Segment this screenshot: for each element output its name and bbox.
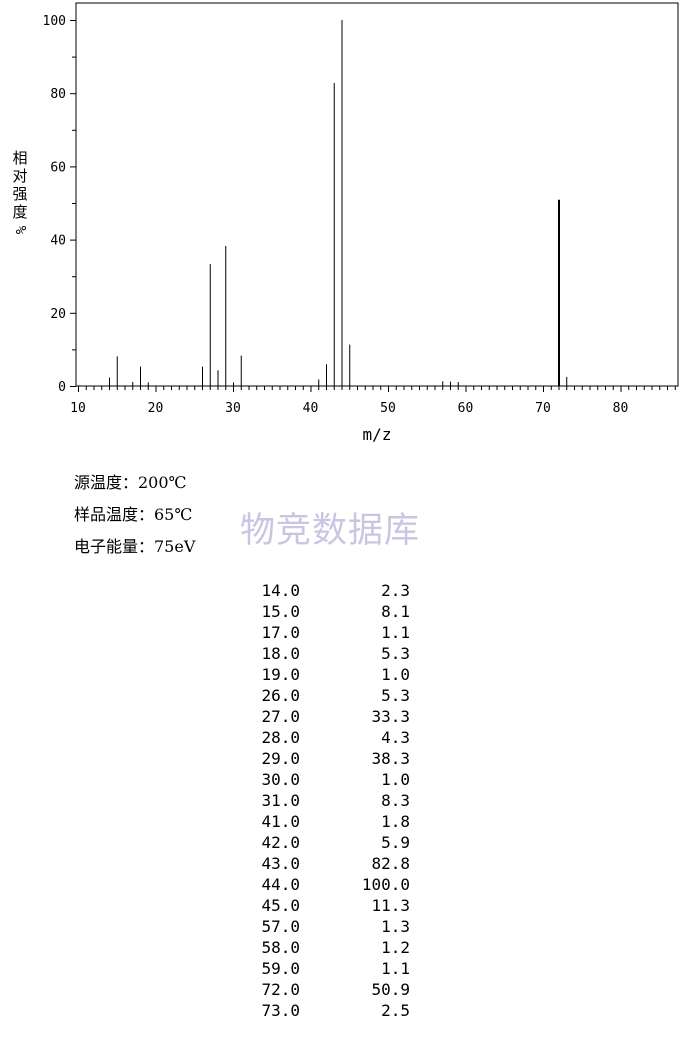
y-tick-label: 100 <box>43 14 66 29</box>
mz-cell: 45.0 <box>261 896 300 915</box>
mz-cell: 17.0 <box>261 623 300 642</box>
table-row: 31.0 8.3 <box>242 790 410 811</box>
x-tick-label: 80 <box>613 401 629 416</box>
table-row: 27.0 33.3 <box>242 706 410 727</box>
watermark: 物竞数据库 <box>240 511 421 551</box>
y-tick-label: 60 <box>50 160 66 175</box>
mz-cell: 72.0 <box>261 980 300 999</box>
table-row: 18.0 5.3 <box>242 643 410 664</box>
table-row: 72.0 50.9 <box>242 979 410 1000</box>
source-temperature: 源温度：200℃ <box>74 473 187 492</box>
abundance-cell: 2.5 <box>381 1001 410 1020</box>
y-axis-unit: % <box>12 226 28 235</box>
table-row: 59.0 1.1 <box>242 958 410 979</box>
table-row: 26.0 5.3 <box>242 685 410 706</box>
sample-temperature: 样品温度：65℃ <box>74 505 193 524</box>
x-tick-label: 50 <box>380 401 396 416</box>
mz-cell: 14.0 <box>261 581 300 600</box>
x-axis-label: m/z <box>363 425 392 444</box>
table-row: 28.0 4.3 <box>242 727 410 748</box>
mz-cell: 29.0 <box>261 749 300 768</box>
abundance-cell: 33.3 <box>371 707 410 726</box>
mz-cell: 19.0 <box>261 665 300 684</box>
mz-cell: 31.0 <box>261 791 300 810</box>
table-row: 73.0 2.5 <box>242 1000 410 1021</box>
abundance-cell: 8.1 <box>381 602 410 621</box>
table-row: 29.0 38.3 <box>242 748 410 769</box>
abundance-cell: 82.8 <box>371 854 410 873</box>
x-tick-label: 70 <box>535 401 551 416</box>
y-tick-label: 20 <box>50 307 66 322</box>
abundance-cell: 1.3 <box>381 917 410 936</box>
y-tick-label: 80 <box>50 87 66 102</box>
mz-cell: 15.0 <box>261 602 300 621</box>
mz-cell: 18.0 <box>261 644 300 663</box>
abundance-cell: 5.3 <box>381 686 410 705</box>
abundance-cell: 38.3 <box>371 749 410 768</box>
electron-energy: 电子能量：75eV <box>74 537 196 556</box>
table-row: 58.0 1.2 <box>242 937 410 958</box>
mz-cell: 27.0 <box>261 707 300 726</box>
abundance-cell: 1.2 <box>381 938 410 957</box>
mz-cell: 73.0 <box>261 1001 300 1020</box>
table-row: 43.0 82.8 <box>242 853 410 874</box>
x-tick-label: 20 <box>148 401 164 416</box>
x-tick-label: 10 <box>70 401 86 416</box>
mz-cell: 26.0 <box>261 686 300 705</box>
abundance-cell: 8.3 <box>381 791 410 810</box>
table-row: 19.0 1.0 <box>242 664 410 685</box>
x-tick-label: 40 <box>303 401 319 416</box>
y-axis-label-char: 对 <box>12 167 27 185</box>
mz-cell: 42.0 <box>261 833 300 852</box>
table-row: 45.0 11.3 <box>242 895 410 916</box>
mz-cell: 41.0 <box>261 812 300 831</box>
abundance-cell: 5.9 <box>381 833 410 852</box>
abundance-cell: 5.3 <box>381 644 410 663</box>
peak-table: 14.0 2.3 15.0 8.1 17.0 1.1 18.0 5.3 19.0 1.0 26.0 5… <box>242 580 410 1021</box>
plot-frame <box>75 2 679 387</box>
y-axis-label-char: 相 <box>12 149 27 167</box>
abundance-cell: 1.0 <box>381 665 410 684</box>
table-row: 14.0 2.3 <box>242 580 410 601</box>
abundance-cell: 1.0 <box>381 770 410 789</box>
y-axis-label-char: 度 <box>12 203 27 221</box>
x-tick-label: 60 <box>458 401 474 416</box>
abundance-cell: 1.1 <box>381 623 410 642</box>
abundance-cell: 1.1 <box>381 959 410 978</box>
abundance-cell: 100.0 <box>361 875 410 894</box>
abundance-cell: 2.3 <box>381 581 410 600</box>
table-row: 15.0 8.1 <box>242 601 410 622</box>
x-tick-label: 30 <box>225 401 241 416</box>
mz-cell: 59.0 <box>261 959 300 978</box>
mz-cell: 43.0 <box>261 854 300 873</box>
abundance-cell: 4.3 <box>381 728 410 747</box>
table-row: 30.0 1.0 <box>242 769 410 790</box>
table-row: 44.0 100.0 <box>242 874 410 895</box>
abundance-cell: 11.3 <box>371 896 410 915</box>
table-row: 57.0 1.3 <box>242 916 410 937</box>
mz-cell: 28.0 <box>261 728 300 747</box>
mz-cell: 30.0 <box>261 770 300 789</box>
mz-cell: 44.0 <box>261 875 300 894</box>
table-row: 41.0 1.8 <box>242 811 410 832</box>
table-row: 42.0 5.9 <box>242 832 410 853</box>
y-axis-label-char: 强 <box>12 185 27 203</box>
y-tick-label: 0 <box>58 380 66 395</box>
mz-cell: 58.0 <box>261 938 300 957</box>
mz-cell: 57.0 <box>261 917 300 936</box>
abundance-cell: 1.8 <box>381 812 410 831</box>
abundance-cell: 50.9 <box>371 980 410 999</box>
y-tick-label: 40 <box>50 234 66 249</box>
table-row: 17.0 1.1 <box>242 622 410 643</box>
